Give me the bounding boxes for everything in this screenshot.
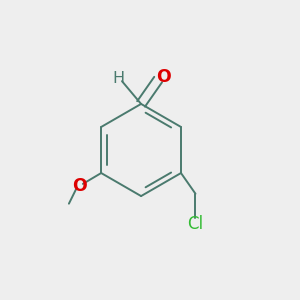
- Text: Cl: Cl: [188, 215, 203, 233]
- Text: H: H: [112, 71, 124, 86]
- Text: O: O: [156, 68, 171, 86]
- Text: O: O: [72, 177, 87, 195]
